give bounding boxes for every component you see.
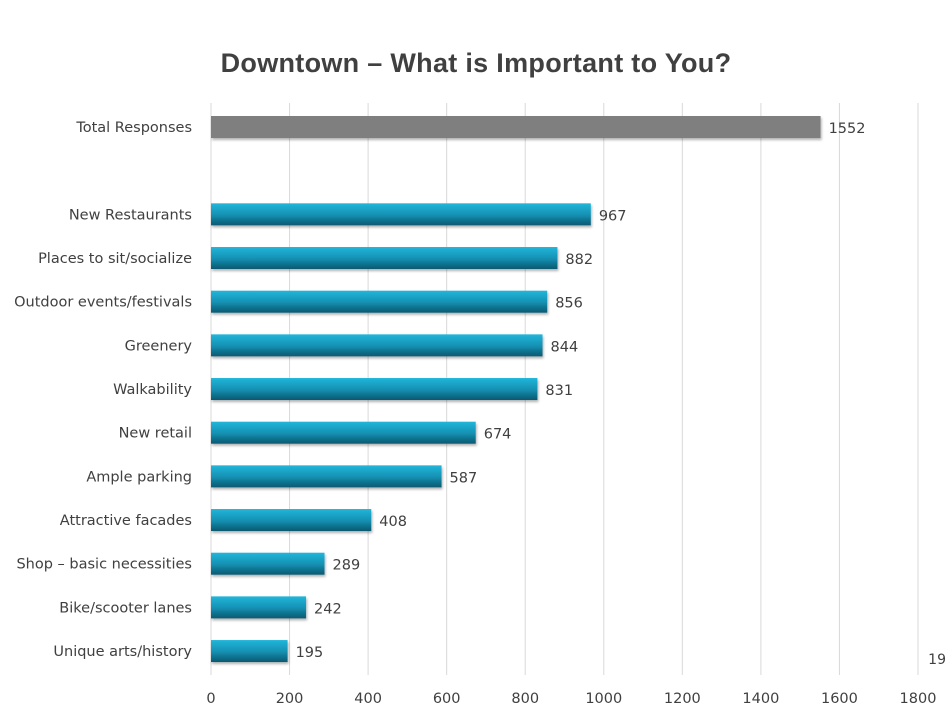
data-label: 408 [379, 514, 407, 530]
chart-title: Downtown – What is Important to You? [220, 48, 732, 78]
x-tick-label: 400 [354, 691, 382, 707]
data-label: 967 [599, 208, 627, 224]
bar [211, 552, 325, 575]
x-tick-label: 1800 [900, 691, 937, 707]
bar [211, 116, 821, 138]
data-label: 289 [333, 558, 361, 574]
category-label: Places to sit/socialize [38, 251, 192, 267]
data-label: 856 [555, 296, 583, 312]
x-tick-label: 800 [511, 691, 539, 707]
bar [211, 203, 591, 226]
bar [211, 640, 288, 663]
category-label: Greenery [125, 338, 193, 354]
x-tick-label: 0 [206, 691, 215, 707]
bar [211, 421, 476, 444]
category-label: New retail [119, 426, 192, 442]
category-label: Unique arts/history [53, 644, 192, 660]
category-label: Outdoor events/festivals [14, 295, 192, 311]
bar [211, 509, 372, 532]
category-label: Attractive facades [60, 513, 192, 529]
category-label: New Restaurants [69, 207, 192, 223]
category-label: Ample parking [86, 469, 192, 485]
bar [211, 596, 307, 619]
data-label: 831 [545, 383, 573, 399]
category-label: Walkability [113, 382, 192, 398]
data-label: 242 [314, 601, 342, 617]
data-label: 587 [450, 470, 478, 486]
x-tick-label: 200 [276, 691, 304, 707]
bar [211, 290, 548, 313]
x-tick-label: 1600 [821, 691, 858, 707]
data-label: 674 [484, 427, 512, 443]
data-label: 1552 [829, 121, 866, 137]
x-tick-label: 1400 [742, 691, 779, 707]
category-label: Bike/scooter lanes [59, 600, 192, 616]
data-label: 844 [551, 339, 579, 355]
x-tick-label: 600 [433, 691, 461, 707]
bar [211, 334, 543, 357]
bar [211, 465, 442, 488]
x-tick-label: 1000 [585, 691, 622, 707]
bar [211, 247, 558, 270]
category-label: Total Responses [75, 120, 192, 136]
x-tick-label: 1200 [664, 691, 701, 707]
page-number: 19 [928, 652, 946, 668]
bar [211, 378, 538, 401]
data-label: 882 [565, 252, 593, 268]
category-label: Shop – basic necessities [16, 557, 192, 573]
data-label: 195 [296, 645, 324, 661]
